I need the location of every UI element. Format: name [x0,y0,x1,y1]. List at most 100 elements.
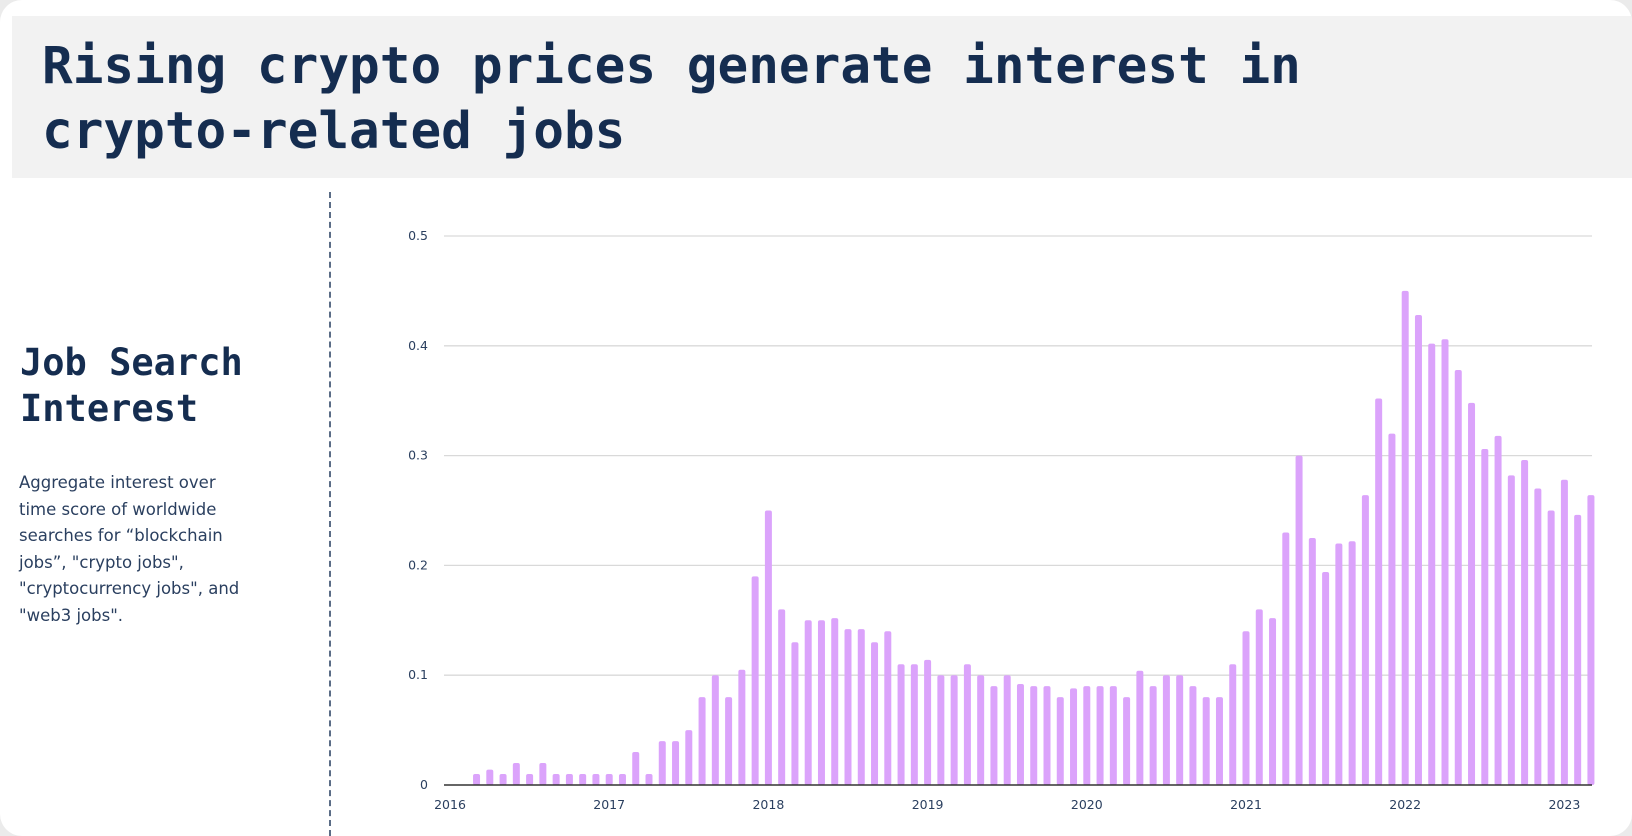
bar [1162,675,1170,785]
bar [1428,343,1436,785]
bar [579,774,587,785]
bar [937,675,945,785]
bar [1109,686,1117,785]
bar [711,675,719,785]
bar [751,576,759,785]
bar [1454,369,1462,785]
y-tick-label: 0.5 [408,228,428,243]
x-tick-label: 2020 [1071,797,1103,812]
bar [1043,686,1051,785]
bar [512,763,520,785]
bar [897,664,905,785]
bar [539,763,547,785]
bar [1096,686,1104,785]
bar [791,642,799,785]
y-tick-label: 0 [420,777,428,792]
bar [473,774,481,785]
y-tick-label: 0.2 [408,557,428,572]
bar [963,664,971,785]
bar [1003,675,1011,785]
x-tick-label: 2023 [1548,797,1580,812]
bar [672,741,680,785]
bar [844,629,852,785]
bar [658,741,666,785]
bar [1547,510,1555,785]
gridlines [444,235,1592,676]
bar [1030,686,1038,785]
tick-labels: 0 0.1 0.2 0.3 0.4 0.5 2016 2017 2018 2019 2020 2021… [408,228,1580,812]
bar [1229,664,1237,785]
bar [1401,290,1409,785]
bar [1255,609,1263,785]
bar [1574,514,1582,785]
bar [552,774,560,785]
x-tick-label: 2022 [1389,797,1421,812]
bar [1481,449,1489,785]
x-tick-label: 2019 [912,797,944,812]
bar [1295,455,1303,785]
bar [1322,571,1330,785]
bar [486,769,494,785]
y-tick-label: 0.1 [408,667,428,682]
bar [725,697,733,785]
bar [1189,686,1197,785]
bar [1215,697,1223,785]
y-tick-label: 0.4 [408,338,428,353]
bar [1070,688,1078,785]
bar [605,774,613,785]
bar [764,510,772,785]
bar [1056,697,1064,785]
y-tick-label: 0.3 [408,448,428,463]
bar [1335,543,1343,785]
bar [1507,475,1515,785]
bar [1534,488,1542,785]
bar [1202,697,1210,785]
dashed-divider [329,192,331,836]
x-tick-label: 2016 [434,797,466,812]
bar [1269,618,1277,785]
bar [977,675,985,785]
bar [1242,631,1250,785]
bar [910,664,918,785]
bar [738,669,746,785]
bar [831,618,839,785]
bar [990,686,998,785]
bar [1414,315,1422,785]
bar [1308,537,1316,785]
bar [698,697,706,785]
bar [1521,459,1529,785]
bar [778,609,786,785]
bar [871,642,879,785]
bar [1375,398,1383,785]
bar [804,620,812,785]
x-tick-label: 2018 [752,797,784,812]
bar [1136,670,1144,785]
bar [1468,402,1476,785]
x-tick-label: 2017 [593,797,625,812]
bar [884,631,892,785]
bar [1123,697,1131,785]
bar [1441,339,1449,785]
bar [565,774,573,785]
bar [950,675,958,785]
bars [473,290,1595,785]
bar [1361,495,1369,785]
bar [1348,541,1356,785]
bar [1560,479,1568,785]
bar [499,774,507,785]
bar [1388,433,1396,785]
bar [618,774,626,785]
header-banner: Rising crypto prices generate interest i… [12,16,1632,178]
bar [1587,495,1595,785]
sidebar-description: Aggregate interest over time score of wo… [19,473,240,625]
bar [592,774,600,785]
bar [857,629,865,785]
bar [924,659,932,785]
bar [645,774,653,785]
bar [1083,686,1091,785]
bar [817,620,825,785]
bar [1149,686,1157,785]
page-title: Rising crypto prices generate interest i… [42,37,1301,161]
